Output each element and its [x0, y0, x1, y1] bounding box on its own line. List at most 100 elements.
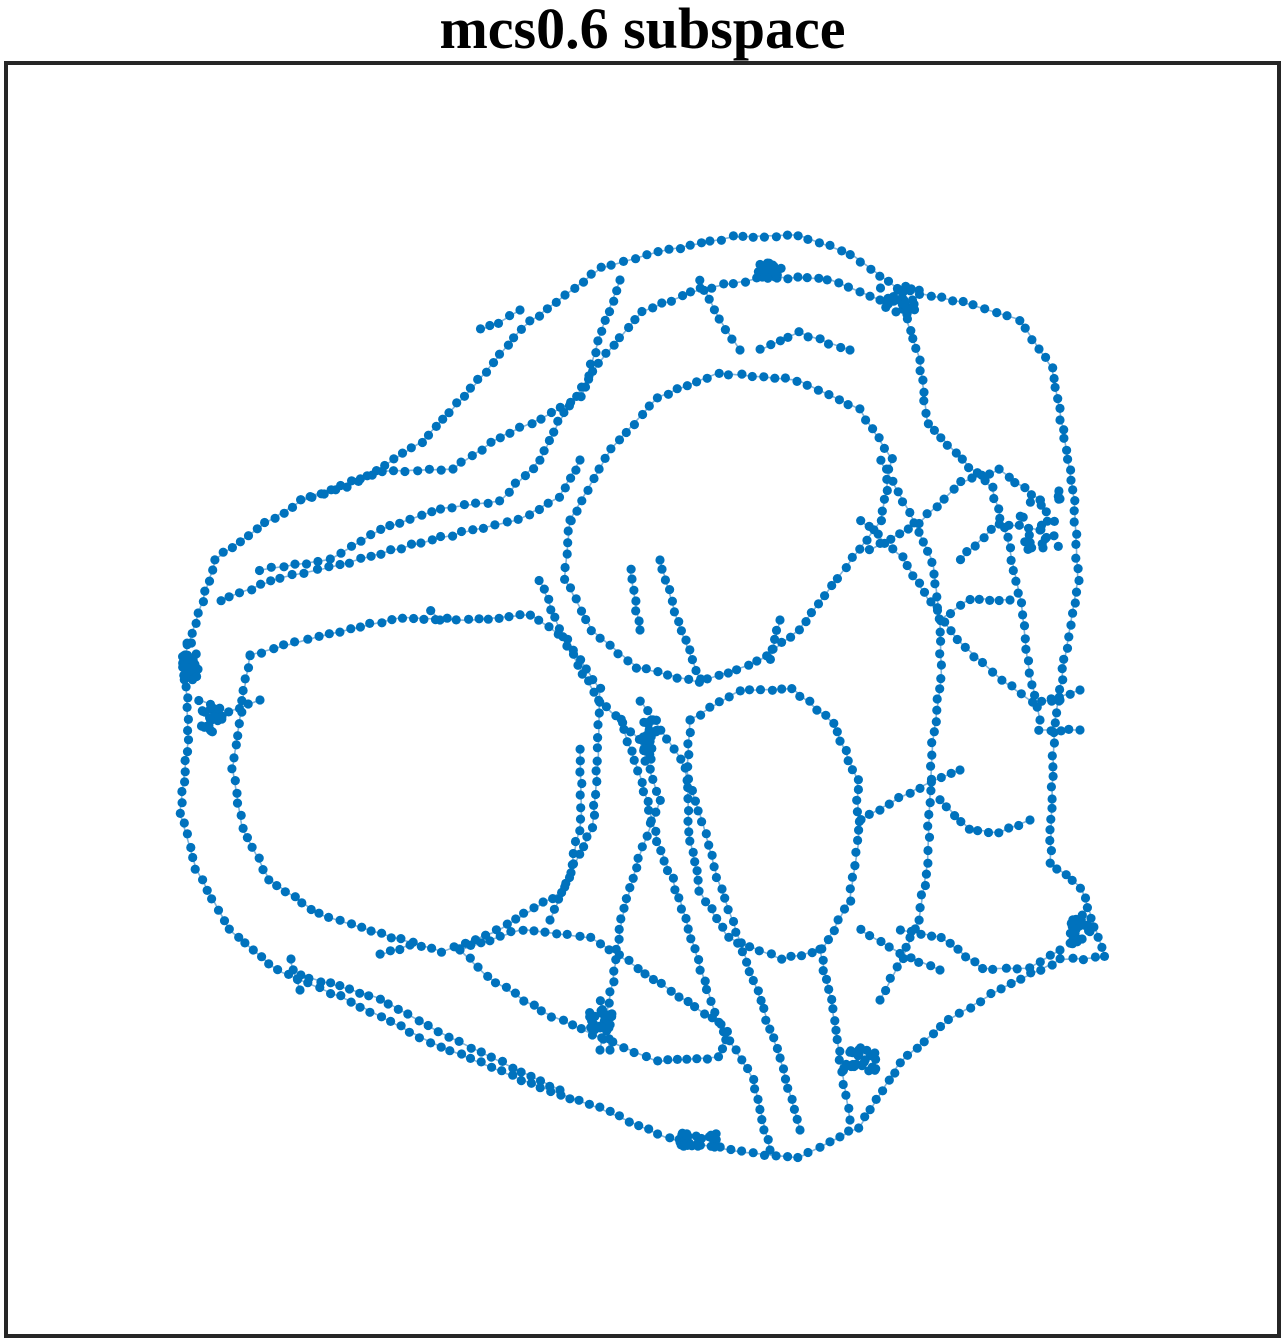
graph-node — [1035, 957, 1045, 967]
graph-node — [335, 915, 345, 925]
graph-node — [417, 437, 427, 448]
graph-node — [737, 947, 748, 957]
graph-node — [737, 369, 747, 379]
graph-node — [502, 919, 512, 929]
graph-node — [515, 610, 525, 620]
graph-node — [356, 553, 366, 563]
graph-node — [1018, 512, 1028, 522]
graph-node — [731, 1045, 741, 1055]
graph-node — [1062, 445, 1072, 455]
graph-node — [856, 924, 866, 935]
graph-node — [487, 1062, 497, 1072]
graph-node — [701, 984, 712, 995]
graph-node — [595, 1102, 605, 1112]
graph-node — [504, 487, 514, 497]
graph-node — [918, 375, 928, 385]
graph-node — [575, 826, 585, 836]
graph-node — [684, 827, 694, 837]
graph-node — [456, 526, 467, 537]
graph-node — [471, 498, 481, 508]
graph-node — [395, 518, 405, 528]
graph-node — [183, 714, 193, 725]
graph-node — [825, 1137, 835, 1147]
graph-node — [956, 476, 966, 487]
graph-node — [834, 1055, 844, 1065]
graph-node — [970, 541, 980, 551]
graph-node — [406, 443, 416, 453]
graph-node — [386, 933, 396, 943]
graph-node — [286, 954, 296, 964]
graph-node — [902, 560, 912, 571]
graph-node — [939, 494, 949, 504]
graph-node — [584, 1099, 595, 1109]
graph-node — [324, 629, 334, 639]
graph-node — [204, 576, 215, 586]
graph-node — [426, 606, 436, 616]
graph-node — [455, 945, 465, 955]
graph-node — [1065, 689, 1075, 699]
graph-node — [577, 778, 587, 789]
graph-node — [977, 657, 988, 668]
graph-node — [696, 710, 706, 720]
graph-node — [1055, 415, 1065, 425]
graph-node — [224, 707, 234, 717]
graph-node — [593, 733, 603, 743]
graph-node — [515, 305, 525, 315]
graph-node — [783, 1083, 793, 1093]
graph-node — [375, 949, 385, 959]
graph-node — [198, 597, 208, 607]
graph-node — [560, 574, 570, 585]
graph-node — [786, 632, 796, 642]
graph-node — [448, 531, 458, 541]
graph-node — [875, 805, 885, 815]
graph-node — [486, 1052, 496, 1062]
graph-node — [672, 1054, 683, 1064]
graph-node — [906, 926, 917, 937]
graph-node — [1068, 953, 1078, 963]
graph-node — [633, 766, 643, 776]
graph-node — [936, 636, 946, 646]
graph-node — [668, 873, 679, 883]
graph-node — [529, 903, 539, 913]
graph-node — [1093, 932, 1103, 942]
graph-node — [986, 524, 996, 535]
graph-node — [466, 940, 476, 951]
graph-node — [777, 954, 787, 964]
graph-node — [347, 476, 357, 486]
graph-node — [637, 842, 647, 852]
graph-node — [687, 785, 698, 796]
graph-node — [815, 944, 825, 954]
graph-node — [776, 263, 786, 273]
graph-node — [728, 279, 738, 289]
graph-node — [927, 931, 937, 941]
graph-node — [645, 764, 655, 774]
graph-node — [1045, 858, 1055, 868]
graph-node — [824, 984, 834, 995]
graph-node — [1046, 694, 1056, 704]
graph-node — [839, 1063, 849, 1073]
graph-node — [652, 725, 662, 735]
graph-node — [674, 617, 684, 627]
graph-node — [235, 537, 245, 547]
graph-node — [665, 585, 675, 595]
graph-node — [914, 578, 925, 588]
graph-node — [879, 494, 890, 504]
graph-node — [546, 605, 556, 615]
graph-node — [777, 637, 787, 648]
graph-node — [717, 884, 727, 894]
graph-node — [335, 981, 345, 991]
graph-node — [884, 942, 894, 952]
graph-node — [843, 282, 854, 292]
graph-node — [589, 800, 599, 811]
graph-node — [787, 1094, 797, 1104]
graph-node — [886, 534, 896, 544]
graph-node — [643, 706, 653, 716]
graph-node — [935, 649, 945, 659]
graph-node — [534, 504, 545, 515]
graph-node — [748, 232, 758, 242]
graph-node — [588, 366, 598, 376]
graph-node — [988, 667, 998, 677]
graph-node — [724, 932, 734, 942]
graph-node — [326, 989, 336, 999]
graph-node — [740, 277, 751, 287]
